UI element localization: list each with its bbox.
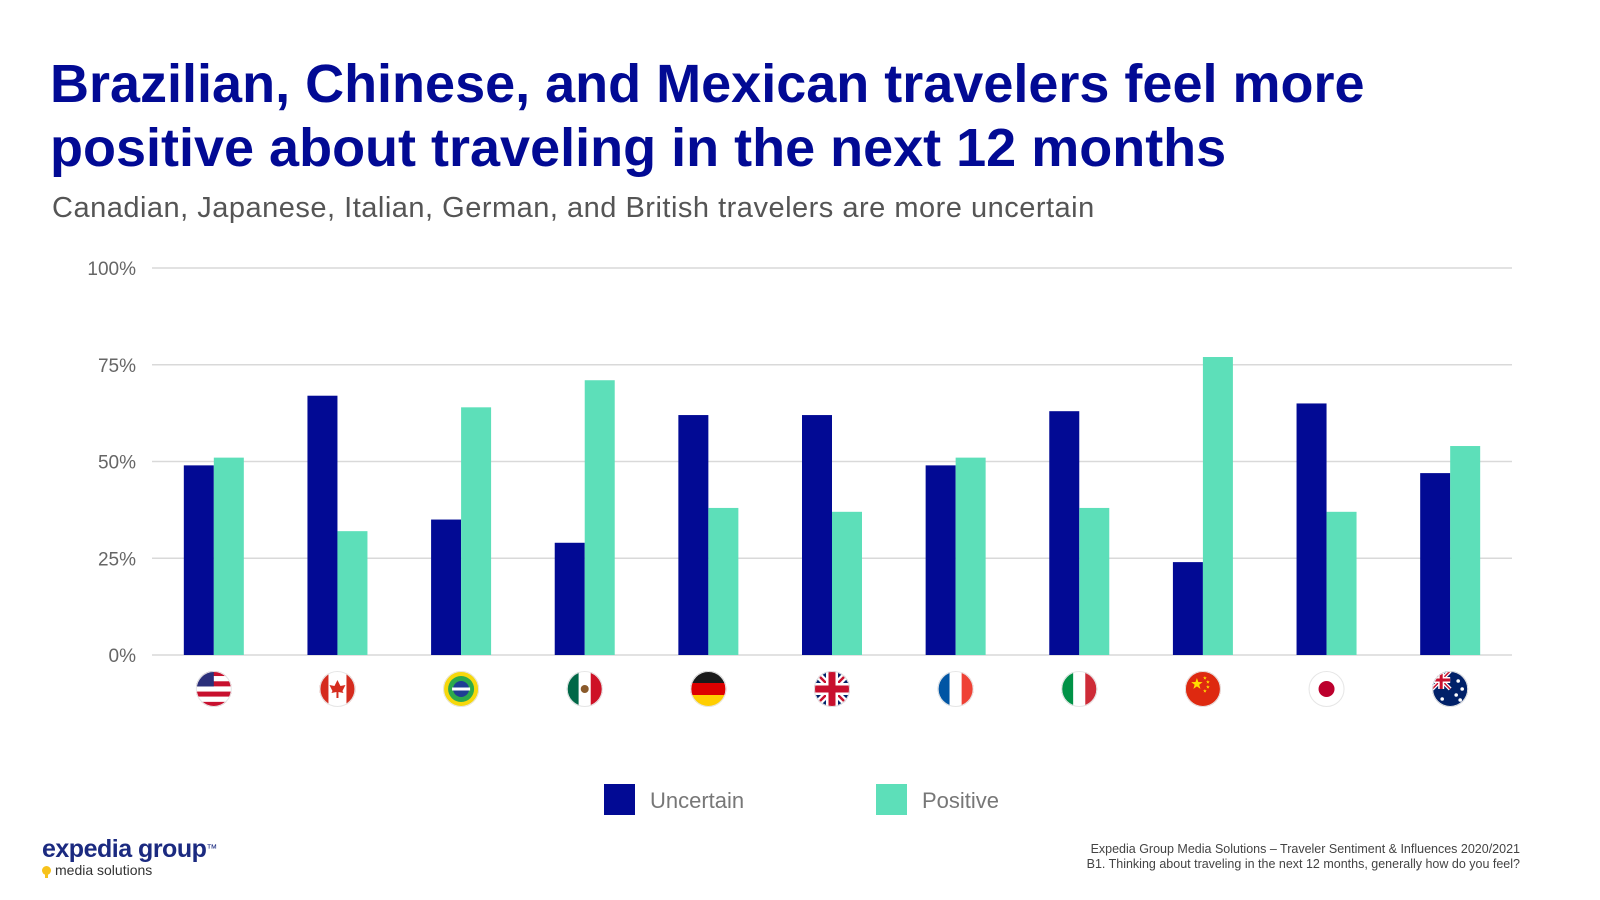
bar-positive: [213, 457, 244, 655]
y-tick-label: 100%: [87, 259, 136, 280]
legend-swatch-uncertain: [604, 784, 635, 815]
bar-positive: [584, 380, 615, 655]
brazil-flag-icon: [443, 671, 480, 707]
bar-uncertain: [1420, 473, 1451, 655]
bar-uncertain: [307, 395, 338, 655]
expedia-group-logo: expedia group™ media solutions: [42, 836, 217, 878]
y-tick-label: 25%: [98, 549, 136, 570]
source-line-1: Expedia Group Media Solutions – Traveler…: [1090, 842, 1520, 856]
page-subtitle: Canadian, Japanese, Italian, German, and…: [52, 192, 1095, 224]
italy-flag-icon: [1061, 671, 1098, 707]
bar-positive: [1326, 511, 1357, 655]
us-flag-icon: [195, 671, 232, 707]
uk-flag-icon: [814, 671, 850, 707]
germany-flag-icon: [690, 671, 727, 707]
y-tick-label: 50%: [98, 453, 136, 474]
bar-positive: [832, 511, 862, 655]
title-line-2: positive about traveling in the next 12 …: [50, 118, 1227, 178]
bar-uncertain: [678, 415, 709, 655]
bar-positive: [1202, 357, 1233, 655]
source-line-2: B1. Thinking about traveling in the next…: [1086, 857, 1520, 871]
canada-flag-icon: [319, 671, 356, 707]
bar-uncertain: [431, 519, 462, 655]
mexico-flag-icon: [566, 671, 603, 707]
legend-swatch-positive: [876, 784, 907, 815]
bar-uncertain: [802, 415, 832, 655]
france-flag-icon: [937, 671, 974, 707]
y-tick-label: 75%: [98, 356, 136, 377]
legend-label-positive: Positive: [922, 788, 999, 813]
bar-positive: [1450, 446, 1481, 655]
page-title: Brazilian, Chinese, and Mexican traveler…: [50, 52, 1530, 180]
bar-uncertain: [1172, 562, 1203, 655]
bar-positive: [708, 507, 739, 655]
logo-wordmark: expedia group™: [42, 835, 217, 863]
legend-label-uncertain: Uncertain: [650, 788, 744, 813]
australia-flag-icon: [1432, 671, 1469, 707]
logo-subtitle: media solutions: [42, 862, 217, 878]
bar-positive: [337, 531, 368, 655]
bar-uncertain: [554, 542, 585, 655]
bar-positive: [461, 407, 492, 655]
japan-flag-icon: [1308, 671, 1345, 707]
bar-positive: [1079, 507, 1110, 655]
bar-positive: [955, 457, 986, 655]
y-tick-label: 0%: [109, 646, 137, 667]
source-note: Expedia Group Media Solutions – Traveler…: [1087, 842, 1520, 872]
bar-uncertain: [1296, 403, 1327, 655]
bar-uncertain: [183, 465, 214, 655]
lightbulb-icon: [42, 865, 51, 878]
china-flag-icon: [1184, 671, 1221, 707]
bar-uncertain: [1049, 411, 1080, 655]
title-line-1: Brazilian, Chinese, and Mexican traveler…: [50, 54, 1365, 114]
bar-uncertain: [925, 465, 956, 655]
